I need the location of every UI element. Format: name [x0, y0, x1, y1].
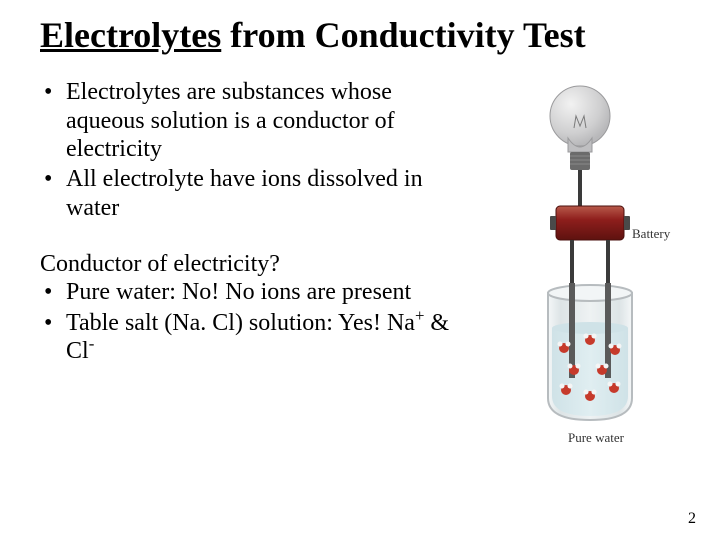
title-underlined: Electrolytes	[40, 15, 221, 55]
slide-title: Electrolytes from Conductivity Test	[40, 15, 680, 56]
page-number: 2	[688, 510, 696, 528]
conductivity-figure: Battery Pure water	[490, 78, 670, 463]
subheading: Conductor of electricity?	[40, 250, 470, 278]
bullet-item: Pure water: No! No ions are present	[40, 278, 470, 306]
water-label: Pure water	[568, 430, 624, 446]
bullet-list-top: Electrolytes are substances whose aqueou…	[40, 78, 470, 222]
battery-label: Battery	[632, 226, 670, 242]
bullet-item: Table salt (Na. Cl) solution: Yes! Na+ &…	[40, 309, 470, 366]
bullet-item: Electrolytes are substances whose aqueou…	[40, 78, 470, 163]
text-column: Electrolytes are substances whose aqueou…	[40, 78, 470, 463]
title-rest: from Conductivity Test	[221, 15, 585, 55]
conductivity-svg	[490, 78, 670, 458]
bullet-list-bottom: Pure water: No! No ions are present Tabl…	[40, 278, 470, 365]
bullet-item: All electrolyte have ions dissolved in w…	[40, 165, 470, 222]
